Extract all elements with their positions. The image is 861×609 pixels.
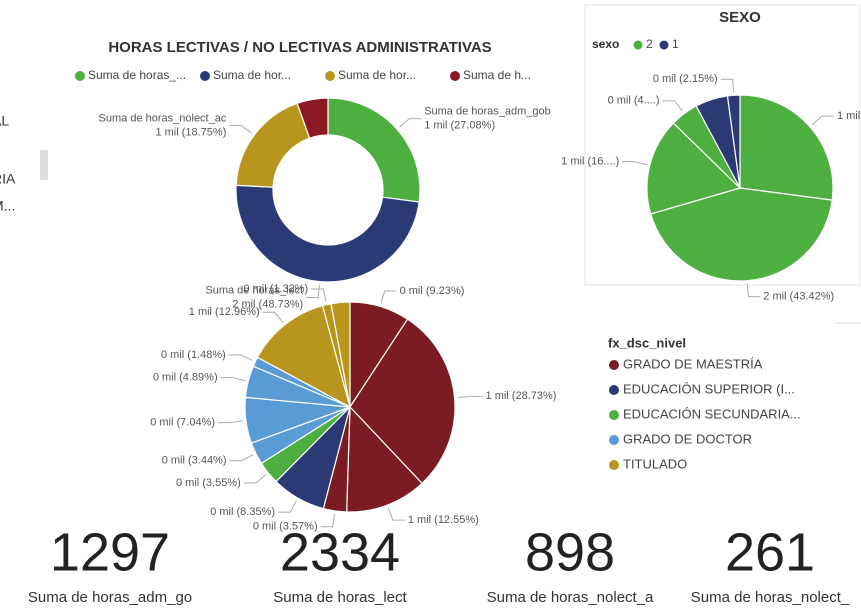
data-label: 0 mil (3.57%)	[253, 521, 318, 533]
slice	[349, 318, 456, 485]
legend-label: Suma de hor...	[213, 68, 291, 82]
slice	[739, 94, 834, 201]
leader-line	[311, 288, 327, 302]
slice-name: Suma de horas_nolect_ac	[99, 112, 227, 124]
slice-name: Suma de horas_lect	[205, 284, 303, 296]
slice	[327, 97, 421, 203]
card-value: 2334	[280, 522, 400, 582]
legend-label: Suma de horas_...	[88, 68, 186, 82]
leader-line	[229, 454, 254, 462]
card-label: Suma de horas_nolect_	[691, 589, 850, 606]
leader-line	[457, 395, 483, 398]
scrollbar	[40, 150, 48, 180]
card-value: 261	[725, 522, 815, 582]
data-label: 0 mil (4....)	[608, 95, 660, 107]
leader-line	[228, 354, 253, 361]
legend-marker	[633, 40, 643, 50]
legend-marker	[450, 71, 460, 81]
data-label: 0 mil (3.55%)	[176, 477, 241, 489]
data-label: 2 mil (43.42%)	[763, 291, 834, 303]
slice	[646, 122, 742, 215]
legend-marker	[200, 71, 210, 81]
legend-label: 1	[672, 37, 679, 51]
legend-label: GRADO DE MAESTRÍA	[623, 356, 763, 371]
legend-label: EDUCACIÓN SECUNDARIA...	[623, 406, 801, 421]
slice	[296, 97, 329, 139]
legend-marker	[609, 385, 619, 395]
leader-line	[720, 78, 735, 93]
card-label: Suma de horas_lect	[273, 589, 407, 606]
leader-line	[811, 115, 834, 126]
legend-title: sexo	[592, 37, 619, 51]
slice-name: Suma de horas_adm_gob	[424, 106, 551, 118]
leader-line	[399, 118, 422, 128]
data-label: 1 mil (28.73%)	[486, 390, 557, 402]
data-label: 1 mil (12.55%)	[408, 514, 479, 526]
slice	[330, 301, 351, 408]
data-label: 1 mil (27.08%)	[837, 110, 861, 122]
side-label: RIA	[0, 171, 16, 187]
data-label: 1 mil (18.75%)	[155, 126, 226, 138]
legend-marker	[659, 40, 669, 50]
side-label: M...	[0, 198, 15, 214]
legend-marker	[325, 71, 335, 81]
slice	[256, 304, 351, 409]
legend-marker	[75, 71, 85, 81]
leader-line	[262, 311, 284, 323]
sexo-panel	[584, 4, 861, 286]
slice	[235, 184, 420, 283]
chart-title: HORAS LECTIVAS / NO LECTIVAS ADMINISTRAT…	[108, 39, 491, 56]
data-label: 0 mil (1.48%)	[161, 349, 226, 361]
legend-marker	[609, 410, 619, 420]
data-label: 2 mil (48.73%)	[232, 298, 303, 310]
legend-label: TITULADO	[623, 456, 687, 471]
leader-line	[220, 377, 246, 382]
legend-label: EDUCACIÓN SUPERIOR (I...	[623, 381, 795, 396]
slice	[346, 405, 423, 513]
data-label: 1 mil (27.08%)	[424, 120, 495, 132]
side-label: AL	[0, 113, 9, 129]
slice	[649, 187, 833, 282]
card-value: 898	[525, 522, 615, 582]
data-label: 0 mil (8.35%)	[210, 506, 275, 518]
slice	[235, 102, 311, 188]
legend-marker	[609, 435, 619, 445]
leader-line	[243, 474, 267, 484]
leader-line	[622, 161, 647, 166]
leader-line	[746, 283, 761, 298]
card-label: Suma de horas_adm_go	[28, 589, 192, 606]
leader-line	[320, 513, 335, 528]
data-label: 0 mil (2.15%)	[653, 73, 718, 85]
card-value: 1297	[50, 522, 170, 582]
slice	[726, 94, 741, 189]
legend-marker	[609, 360, 619, 370]
legend-title: fx_dsc_nivel	[608, 335, 686, 350]
legend-label: GRADO DE DOCTOR	[623, 431, 752, 446]
leader-line	[278, 500, 297, 513]
chart-title: SEXO	[719, 9, 761, 26]
data-label: 0 mil (3.44%)	[162, 454, 227, 466]
leader-line	[218, 420, 243, 424]
data-label: 0 mil (4.89%)	[153, 372, 218, 384]
card-label: Suma de horas_nolect_a	[487, 589, 654, 606]
legend-marker	[609, 460, 619, 470]
leader-line	[387, 507, 405, 521]
leader-line	[662, 100, 683, 112]
legend-label: 2	[646, 37, 653, 51]
legend-label: Suma de h...	[463, 68, 531, 82]
data-label: 0 mil (9.23%)	[400, 285, 465, 297]
leader-line	[380, 290, 397, 304]
data-label: 0 mil (1.32%)	[243, 283, 308, 295]
legend-label: Suma de hor...	[338, 68, 416, 82]
data-label: 1 mil (12.96%)	[189, 306, 260, 318]
data-label: 0 mil (7.04%)	[150, 417, 215, 429]
data-label: 1 mil (16....)	[561, 155, 619, 167]
leader-line	[229, 125, 253, 134]
